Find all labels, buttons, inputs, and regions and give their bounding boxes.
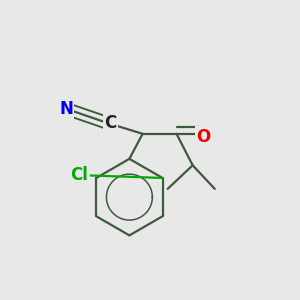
Text: C: C: [104, 115, 116, 133]
Text: Cl: Cl: [70, 166, 88, 184]
Text: N: N: [59, 100, 73, 118]
Text: O: O: [196, 128, 210, 146]
